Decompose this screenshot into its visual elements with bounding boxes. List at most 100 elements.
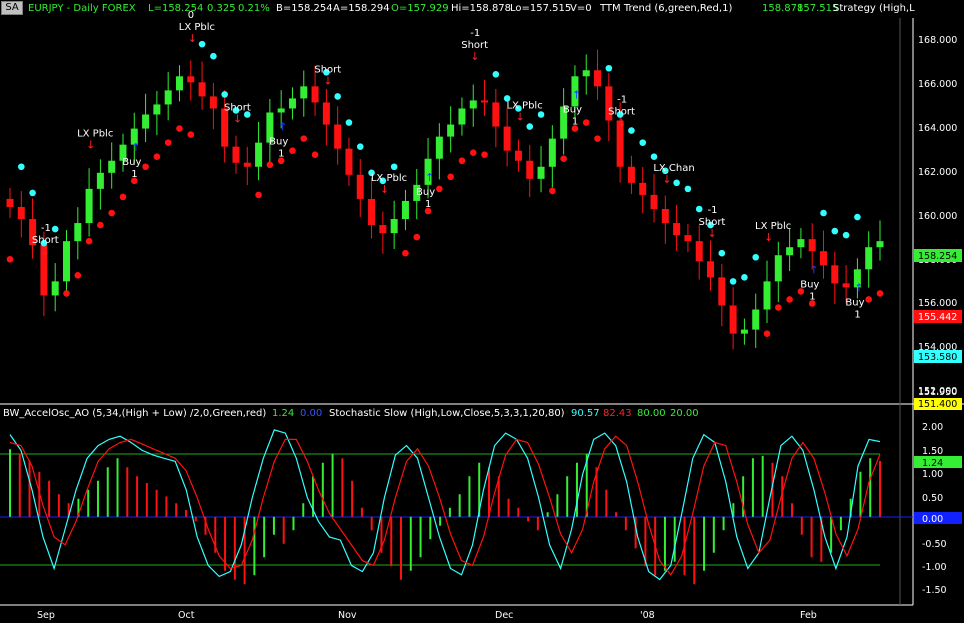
ttm-trail-dot	[582, 119, 590, 126]
ttm-trail-dot	[74, 272, 82, 279]
candle-body	[514, 150, 522, 161]
ttm-trail-dot	[345, 119, 353, 126]
ttm-trail-dot	[97, 221, 104, 229]
candle-body	[695, 241, 703, 262]
candle-body	[865, 247, 873, 270]
ttm-trail-dot	[492, 70, 500, 78]
candle-body	[853, 269, 861, 288]
signal-label: Buy	[416, 187, 435, 198]
candle-body	[435, 136, 443, 159]
ttm-trail-dot	[639, 139, 647, 146]
time-label-nov: Nov	[338, 610, 357, 621]
candle-body	[616, 120, 624, 167]
sell-arrow-icon: ↓	[708, 227, 717, 240]
candle-body	[187, 76, 195, 83]
candle-body	[17, 206, 25, 220]
ttm-trail-dot	[786, 296, 793, 303]
ttm-trail-dot	[51, 225, 59, 233]
ttm-trail-dot	[628, 127, 635, 134]
white-price-label: 151.950	[918, 387, 957, 398]
candle-body	[481, 100, 489, 103]
ttm-trail-dot	[187, 131, 195, 138]
candle-body	[74, 223, 82, 242]
indicator-axis: 2.00 1.50 1.00 0.50 0.00 -0.50 -1.00 -1.…	[922, 422, 947, 596]
ttm-trail-dot	[673, 179, 680, 187]
candle-body	[627, 166, 635, 183]
candle-body	[876, 241, 884, 248]
sa-button[interactable]: SA	[1, 1, 23, 15]
ttm-trail-dot	[481, 151, 488, 159]
candle-body	[639, 182, 647, 195]
ttm-trail-dot	[662, 167, 669, 175]
buy-arrow-icon: ↑	[278, 121, 287, 134]
ttm-trail-dot	[130, 177, 138, 185]
sell-arrow-icon: ↓	[188, 32, 197, 45]
sell-arrow-icon: ↓	[233, 112, 242, 125]
ttm-trail-dot	[752, 253, 760, 261]
ttm-trail-dot	[289, 147, 296, 154]
candle-body	[130, 128, 138, 145]
sell-arrow-icon: ↓	[380, 183, 389, 196]
candle-body	[560, 106, 568, 139]
candle-body	[300, 86, 308, 99]
price-tick: 166.000	[918, 79, 957, 90]
candle-body	[571, 76, 579, 107]
sell-arrow-icon: ↓	[662, 173, 671, 186]
candle-body	[763, 281, 771, 310]
last-price-box	[914, 249, 962, 262]
candle-body	[119, 144, 127, 161]
ttm-trail-dot	[650, 153, 658, 161]
ttm-trail-dot	[221, 91, 228, 98]
ttm-red-price-box-label: 155.442	[918, 312, 957, 323]
candle-body	[390, 219, 398, 234]
candle-body	[198, 82, 206, 97]
signal-label: LX Pblc	[371, 173, 407, 184]
ttm-trail-dot	[447, 173, 454, 181]
candle-body	[842, 283, 850, 288]
stoch-d-value: 82.43	[603, 408, 632, 419]
candle-body	[368, 198, 376, 226]
signal-label: Buy	[845, 297, 864, 308]
candle-body	[503, 126, 511, 151]
signal-label: LX Pblc	[77, 129, 113, 140]
candle-body	[786, 247, 794, 256]
ttm-trail-dot	[40, 239, 48, 247]
ind-tick: -1.00	[922, 562, 947, 573]
price-tick: 160.000	[918, 211, 957, 222]
candle-body	[413, 184, 421, 201]
candle-body	[266, 112, 274, 143]
candle-body	[322, 102, 330, 125]
ttm-trail-dot	[390, 163, 398, 171]
sell-arrow-icon: ↓	[470, 50, 479, 63]
candle-body	[594, 70, 602, 87]
candle-body	[650, 194, 658, 209]
candle-body	[108, 160, 116, 173]
high-price: Hi=158.878	[451, 3, 512, 14]
candle-body	[6, 198, 14, 207]
ttm-trail-dot	[729, 278, 737, 285]
candle-body	[729, 305, 737, 334]
ttm-trail-dot	[119, 193, 127, 201]
time-label-dec: Dec	[495, 610, 513, 621]
candle-body	[51, 281, 59, 296]
ttm-trail-dot	[458, 157, 466, 165]
ttm-trail-dot	[469, 149, 477, 156]
signal-label: Short	[314, 64, 341, 75]
candle-body	[288, 98, 296, 109]
candle-body	[661, 208, 669, 224]
signal-label: Short	[699, 217, 726, 228]
ttm-trail-dot	[526, 123, 534, 130]
ind-zero-box	[914, 512, 962, 524]
signal-label: Buy	[269, 137, 288, 148]
ttm-trend-study-label: TTM Trend (6,green,Red,1)	[600, 3, 733, 14]
signal-label: LX Chan	[653, 163, 694, 174]
buy-arrow-icon: ↑	[131, 141, 140, 154]
ind-zero-box-label: 0.00	[922, 514, 943, 525]
ttm-trail-dot	[549, 187, 556, 195]
ttm-trail-dot	[797, 288, 805, 295]
candle-body	[221, 108, 229, 147]
ask-price: A=158.294	[333, 3, 390, 14]
ttm-trail-dot	[402, 249, 409, 257]
